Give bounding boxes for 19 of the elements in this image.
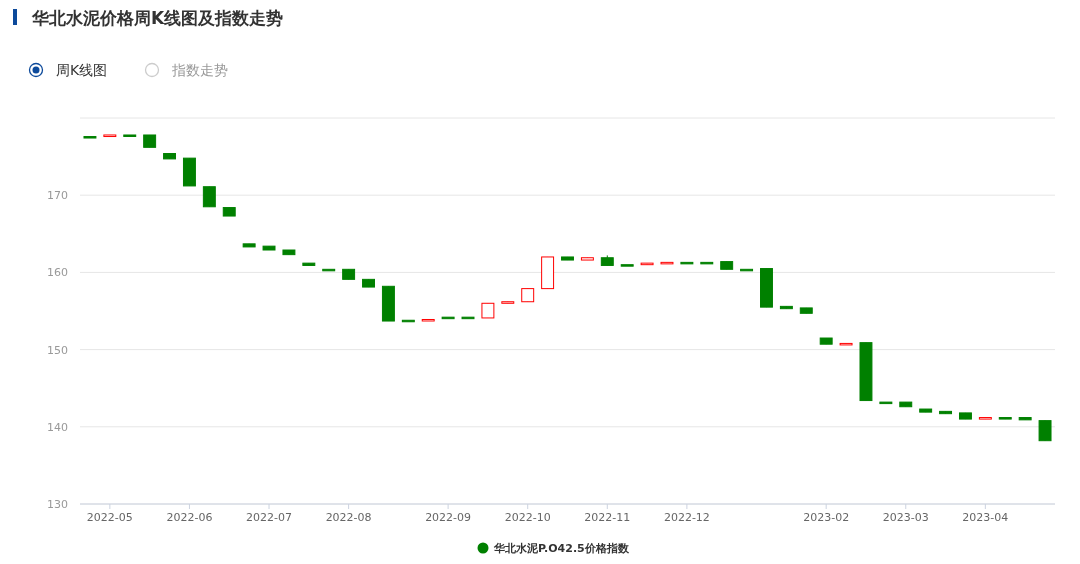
x-tick-label: 2022-07 — [246, 511, 293, 524]
y-tick-label: 140 — [47, 420, 68, 434]
text: 周K线图 — [56, 62, 108, 78]
x-tick-label: 2022-09 — [425, 511, 472, 524]
x-tick-label: 2023-04 — [962, 511, 1009, 524]
chart-title: 华北水泥价格周K线图及指数走势 — [31, 8, 284, 28]
y-tick-label: 130 — [47, 498, 68, 511]
text: 指数走势 — [171, 62, 228, 78]
x-tick-label: 2023-02 — [803, 511, 850, 524]
y-tick-label: 150 — [47, 343, 68, 357]
x-tick-label: 2022-06 — [166, 511, 213, 524]
y-tick-label: 170 — [47, 189, 68, 203]
x-tick-label: 2022-05 — [86, 511, 133, 524]
x-tick-label: 2022-10 — [504, 511, 551, 524]
x-tick-label: 2023-03 — [882, 511, 929, 524]
x-tick-label: 2022-12 — [663, 511, 710, 524]
y-tick-label: 160 — [47, 266, 68, 280]
x-tick-label: 2022-11 — [584, 511, 631, 524]
x-tick-label: 2022-08 — [325, 511, 372, 524]
